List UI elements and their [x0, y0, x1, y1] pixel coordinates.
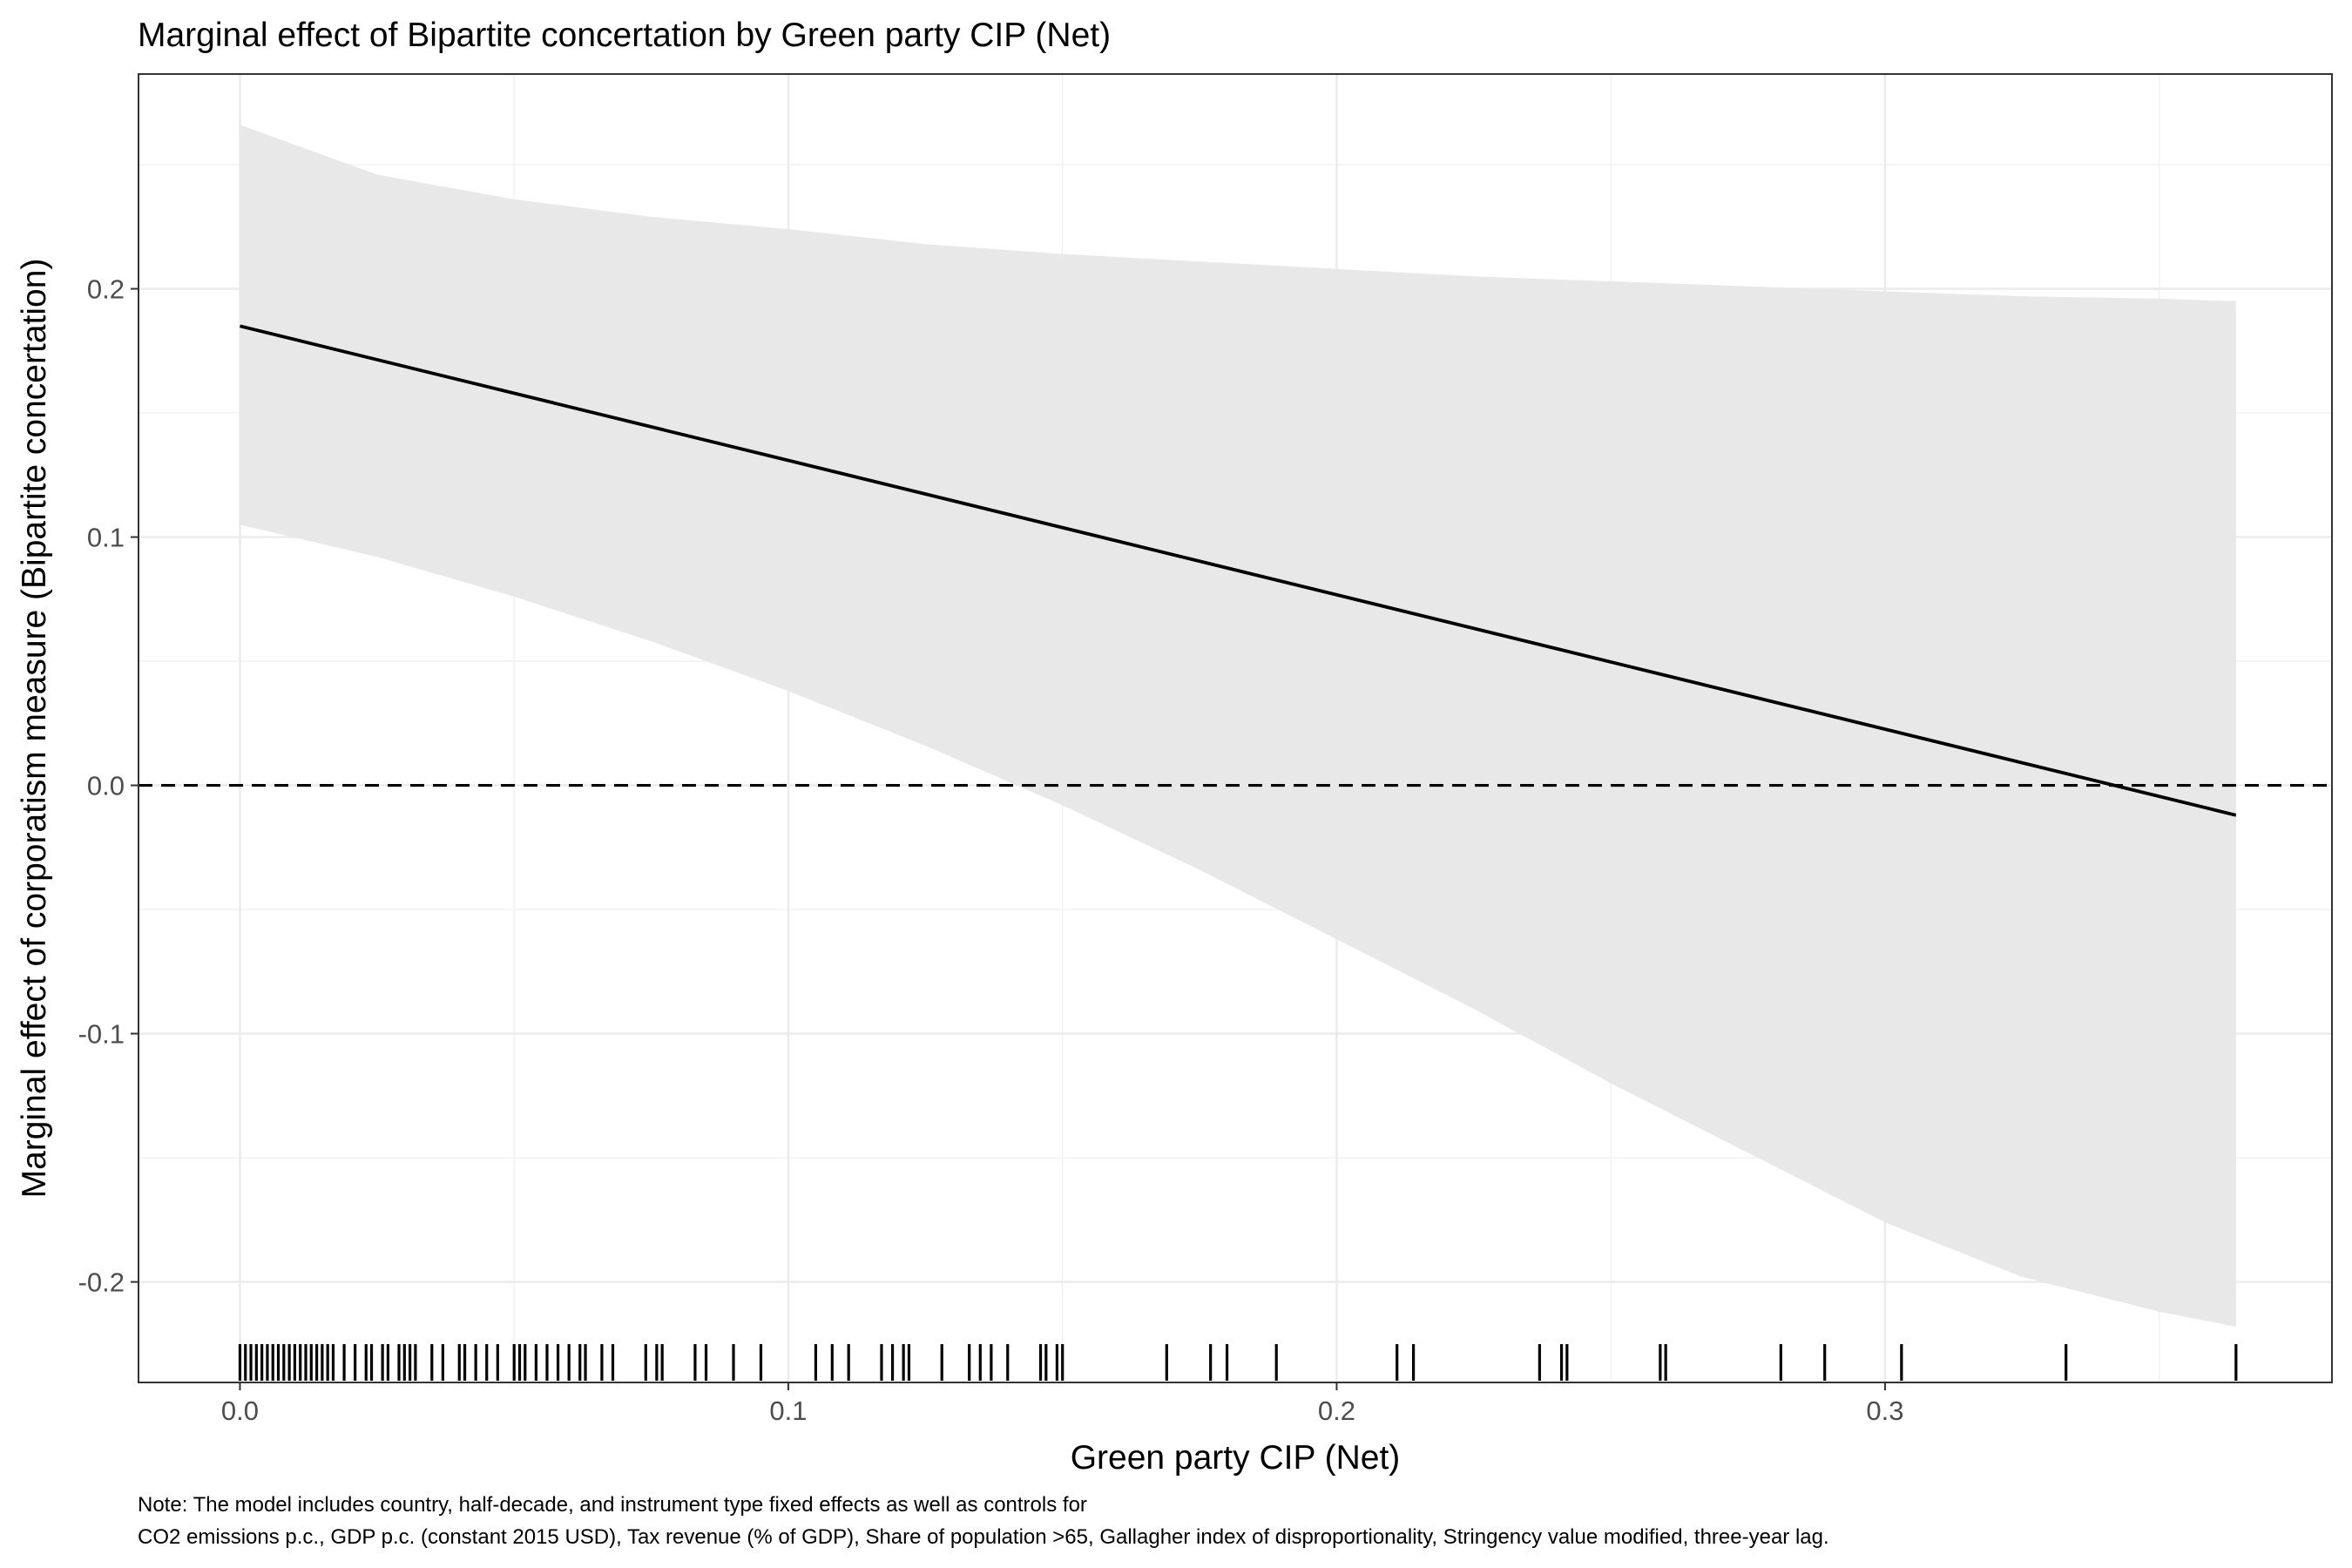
confidence-band: [240, 125, 2236, 1327]
series-layer: [240, 324, 2237, 817]
y-axis-title: Marginal effect of corporatism measure (…: [16, 259, 53, 1199]
y-tick-label: 0.1: [87, 523, 125, 553]
x-tick-label: 0.1: [769, 1396, 807, 1426]
x-tick-label: 0.0: [221, 1396, 259, 1426]
panel-border: [138, 73, 2333, 1383]
x-axis-ticks: 0.0 0.1 0.2 0.3: [221, 1382, 1904, 1426]
plot-panel: [138, 73, 2333, 1383]
chart-title: Marginal effect of Bipartite concertatio…: [138, 17, 1111, 54]
marginal-effect-line: [240, 324, 2237, 817]
y-axis-ticks: -0.2 -0.1 0.0 0.1 0.2: [78, 274, 139, 1298]
y-tick-label: -0.2: [78, 1267, 125, 1298]
y-tick-label: -0.1: [78, 1019, 125, 1050]
y-tick-label: 0.0: [87, 771, 125, 801]
x-axis-title: Green party CIP (Net): [1071, 1439, 1401, 1477]
x-tick-label: 0.3: [1866, 1396, 1903, 1426]
note-line-2: CO2 emissions p.c., GDP p.c. (constant 2…: [138, 1525, 1829, 1549]
rug-marks: [238, 1344, 2238, 1381]
x-tick-label: 0.2: [1318, 1396, 1355, 1426]
note-line-1: Note: The model includes country, half-d…: [138, 1493, 1087, 1517]
y-tick-label: 0.2: [87, 274, 125, 305]
